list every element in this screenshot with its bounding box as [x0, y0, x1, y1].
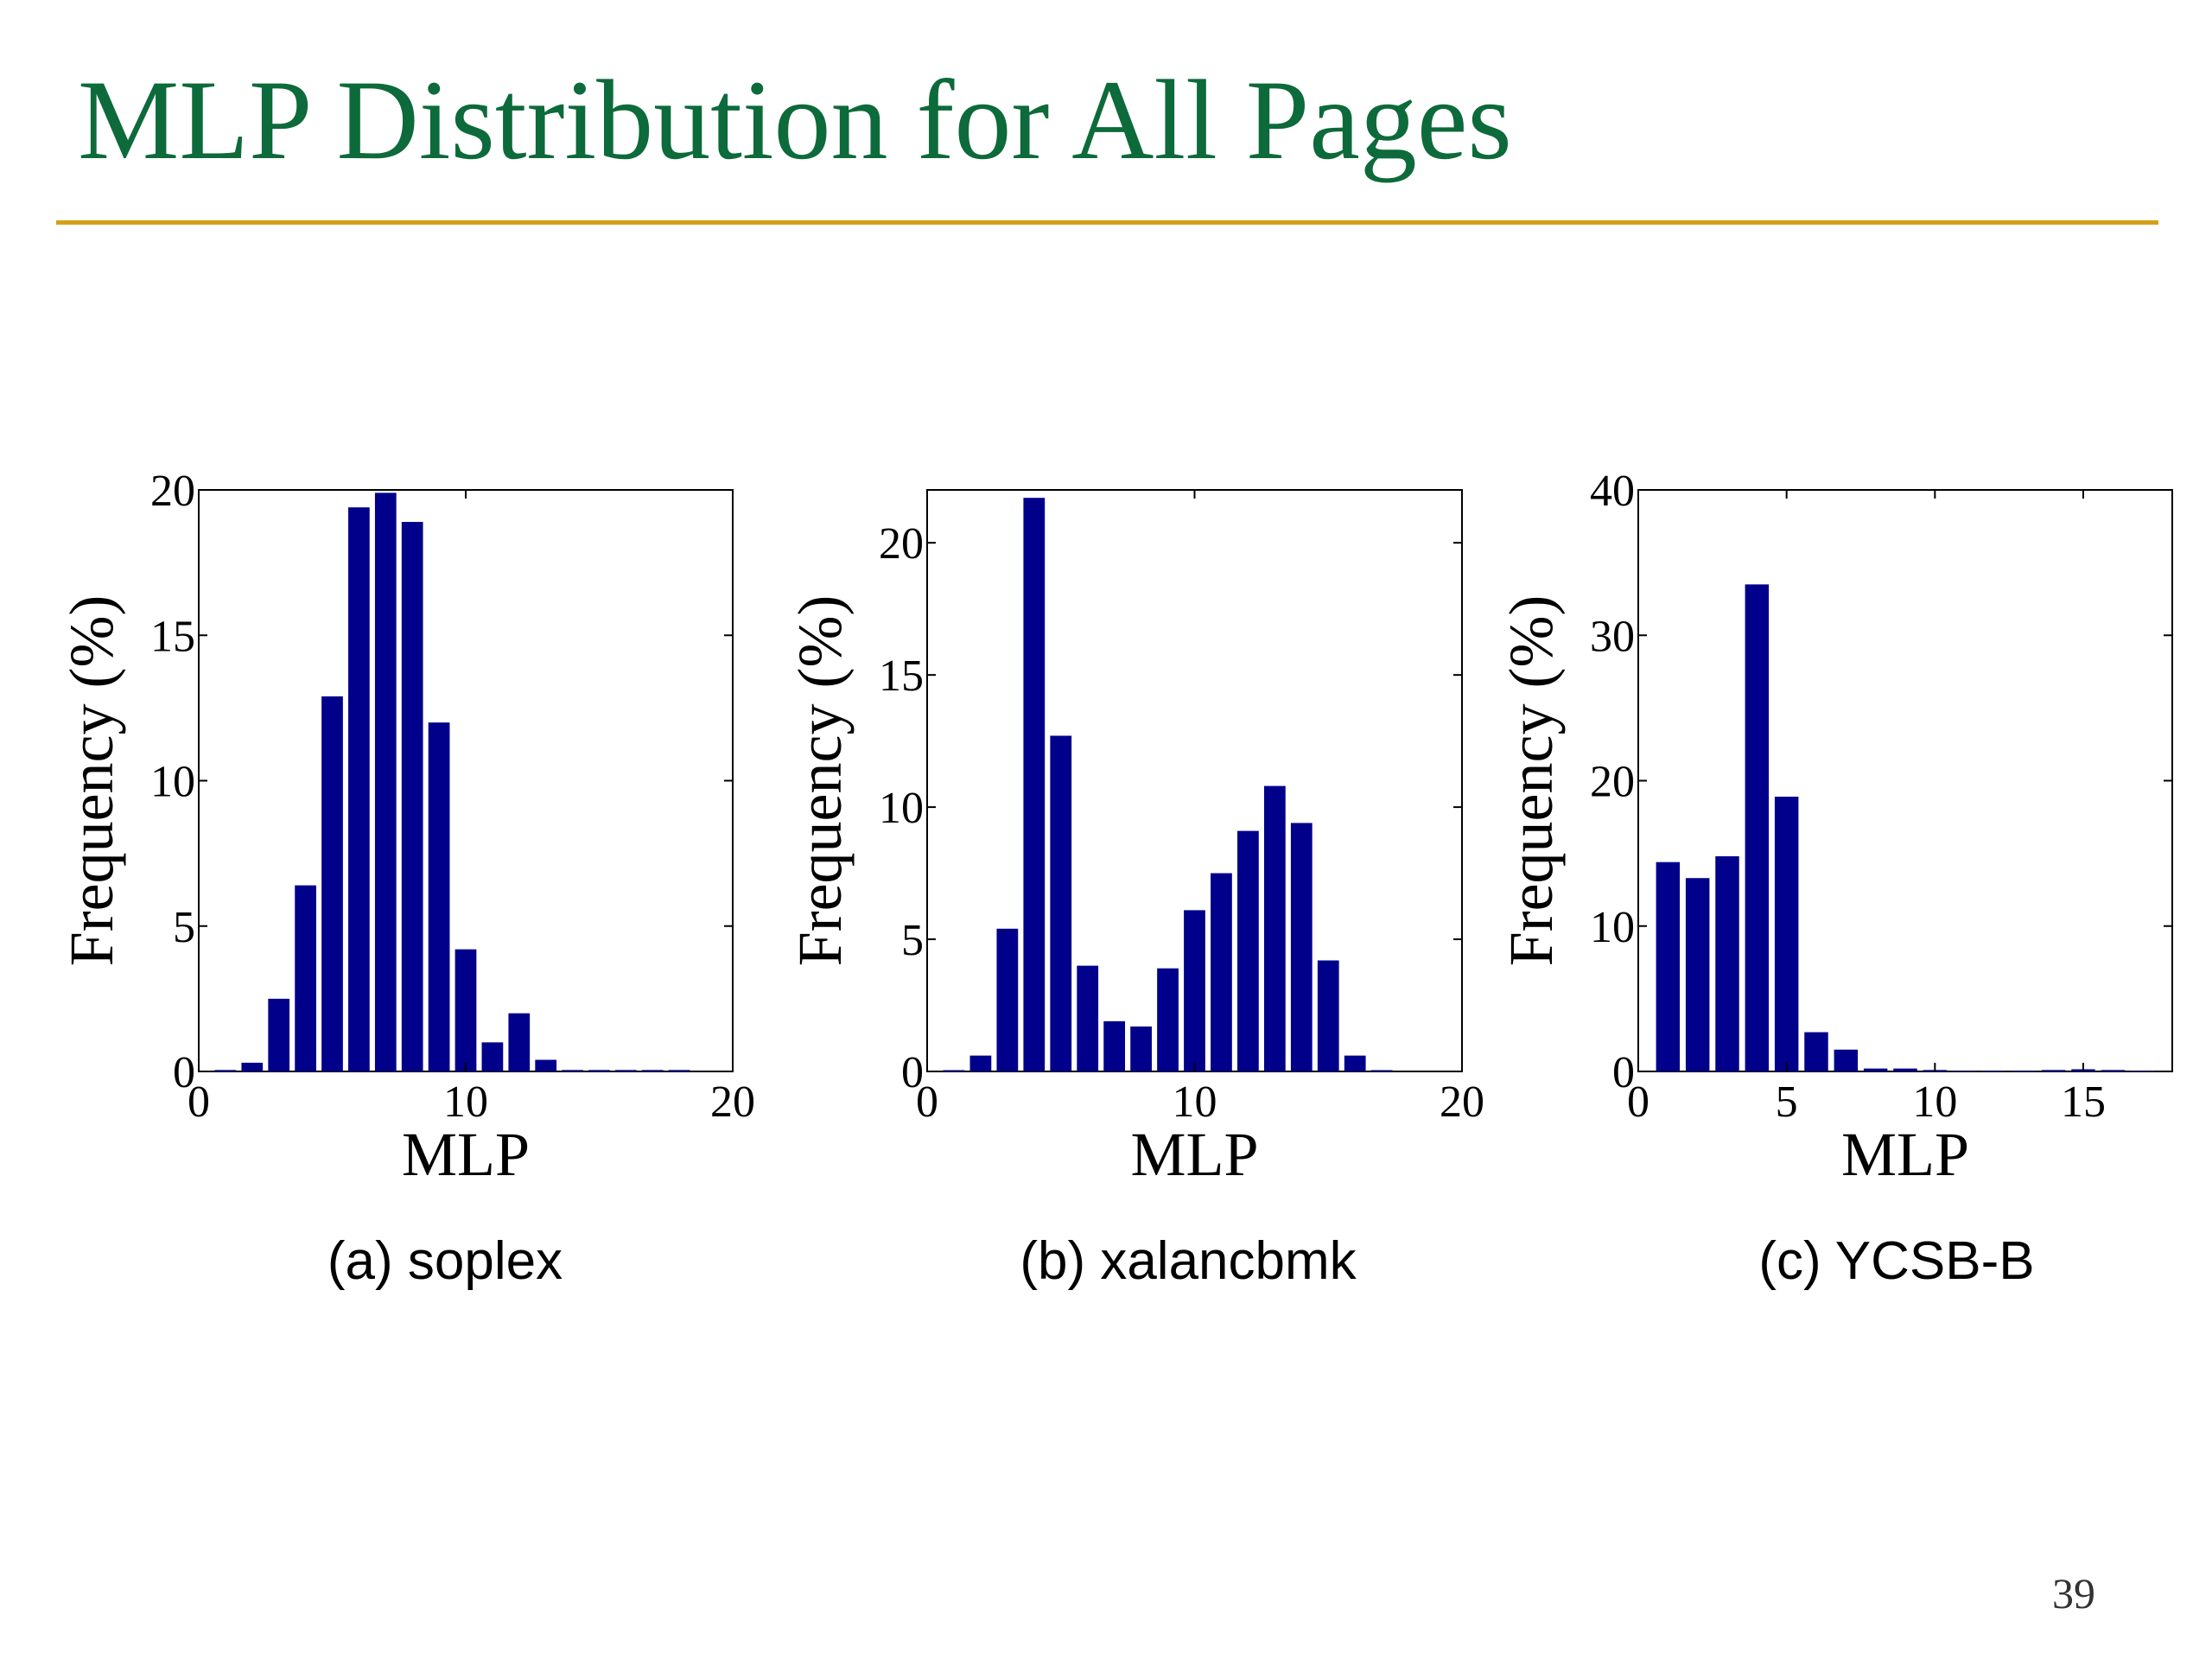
bar	[1077, 965, 1099, 1071]
bar	[1023, 498, 1046, 1071]
bar	[2101, 1070, 2126, 1071]
bar	[1745, 584, 1770, 1071]
bar	[1317, 960, 1339, 1071]
title-divider	[56, 220, 2158, 225]
bar	[562, 1070, 583, 1071]
y-tick-label: 20	[879, 519, 924, 569]
x-tick-label: 0	[916, 1077, 938, 1127]
y-tick-label: 5	[901, 916, 924, 965]
x-tick-label: 20	[710, 1077, 755, 1127]
bar	[1103, 1020, 1126, 1071]
bar	[508, 1013, 531, 1071]
slide-title: MLP Distribution for All Pages	[78, 56, 1512, 183]
bar	[268, 998, 290, 1071]
bar	[481, 1042, 504, 1071]
x-tick-label: 10	[443, 1077, 488, 1127]
bar	[641, 1070, 664, 1071]
bar	[2041, 1070, 2066, 1071]
bar	[1157, 968, 1179, 1071]
bar	[454, 949, 477, 1071]
y-tick-label: 15	[879, 652, 924, 701]
y-tick-label: 0	[173, 1048, 195, 1097]
bar	[1685, 878, 1710, 1071]
chart-panel-1: 0 10 20 0 5 10 15 20 MLP Frequency (%) (a) soplex	[57, 467, 755, 1291]
x-tick-label: 10	[1173, 1077, 1217, 1127]
x-axis-label: MLP	[1841, 1120, 1969, 1189]
bar	[214, 1070, 237, 1071]
bar	[588, 1070, 610, 1071]
bar	[969, 1055, 992, 1071]
bar	[1774, 797, 1799, 1071]
x-tick-label: 0	[1627, 1077, 1649, 1127]
bar	[668, 1070, 690, 1071]
bar	[1370, 1070, 1393, 1071]
bar	[1211, 873, 1232, 1071]
y-tick-label: 10	[150, 758, 195, 807]
bar	[1834, 1049, 1859, 1071]
bar	[295, 885, 316, 1071]
y-tick-label: 5	[173, 903, 195, 952]
bar	[1263, 785, 1286, 1071]
y-axis-label: Frequency (%)	[1497, 595, 1566, 967]
chart-panel-2: 0 10 20 0 5 10 15 20 MLP Frequency (%) (b) xalancb…	[785, 489, 1484, 1291]
bar	[428, 722, 450, 1071]
y-tick-label: 20	[1590, 758, 1635, 807]
bar	[1290, 823, 1313, 1071]
x-axis-label: MLP	[1130, 1120, 1258, 1189]
bar	[1863, 1068, 1888, 1071]
x-tick-label: 20	[1440, 1077, 1484, 1127]
bar	[401, 522, 423, 1071]
bar	[1184, 910, 1205, 1071]
y-axis-label: Frequency (%)	[57, 595, 126, 967]
y-tick-label: 0	[901, 1048, 924, 1097]
bar	[241, 1062, 264, 1071]
bar	[374, 493, 397, 1071]
chart-caption: (b) xalancbmk	[1020, 1231, 1357, 1291]
y-tick-label: 10	[1590, 903, 1635, 952]
bar	[321, 696, 343, 1071]
y-tick-label: 40	[1590, 467, 1635, 516]
chart-panel-3: 0 5 10 15 0 10 20 30 40 MLP Frequency (%) (c) YCSB-…	[1497, 467, 2173, 1291]
y-tick-label: 15	[150, 612, 195, 661]
x-tick-label: 5	[1776, 1077, 1798, 1127]
bar	[996, 928, 1019, 1071]
bar	[1344, 1055, 1366, 1071]
bar	[615, 1070, 637, 1071]
bar	[943, 1070, 965, 1071]
page-number: 39	[2052, 1569, 2095, 1618]
y-tick-label: 0	[1612, 1048, 1635, 1097]
bar	[1050, 735, 1072, 1071]
x-tick-label: 10	[1912, 1077, 1957, 1127]
bar	[1656, 861, 1681, 1071]
x-tick-label: 15	[2061, 1077, 2106, 1127]
y-tick-label: 10	[879, 784, 924, 833]
bar	[348, 507, 370, 1071]
chart-caption: (c) YCSB-B	[1758, 1231, 2034, 1291]
bar	[1715, 855, 1739, 1071]
bar	[1804, 1032, 1828, 1071]
bar	[1893, 1068, 1917, 1071]
bar	[1130, 1026, 1152, 1071]
chart-caption: (a) soplex	[327, 1231, 563, 1291]
y-axis-label: Frequency (%)	[785, 595, 855, 967]
y-tick-label: 20	[150, 467, 195, 516]
bar	[1237, 830, 1259, 1071]
x-axis-label: MLP	[402, 1120, 530, 1189]
x-tick-label: 0	[188, 1077, 210, 1127]
bar	[535, 1059, 557, 1071]
y-tick-label: 30	[1590, 612, 1635, 661]
